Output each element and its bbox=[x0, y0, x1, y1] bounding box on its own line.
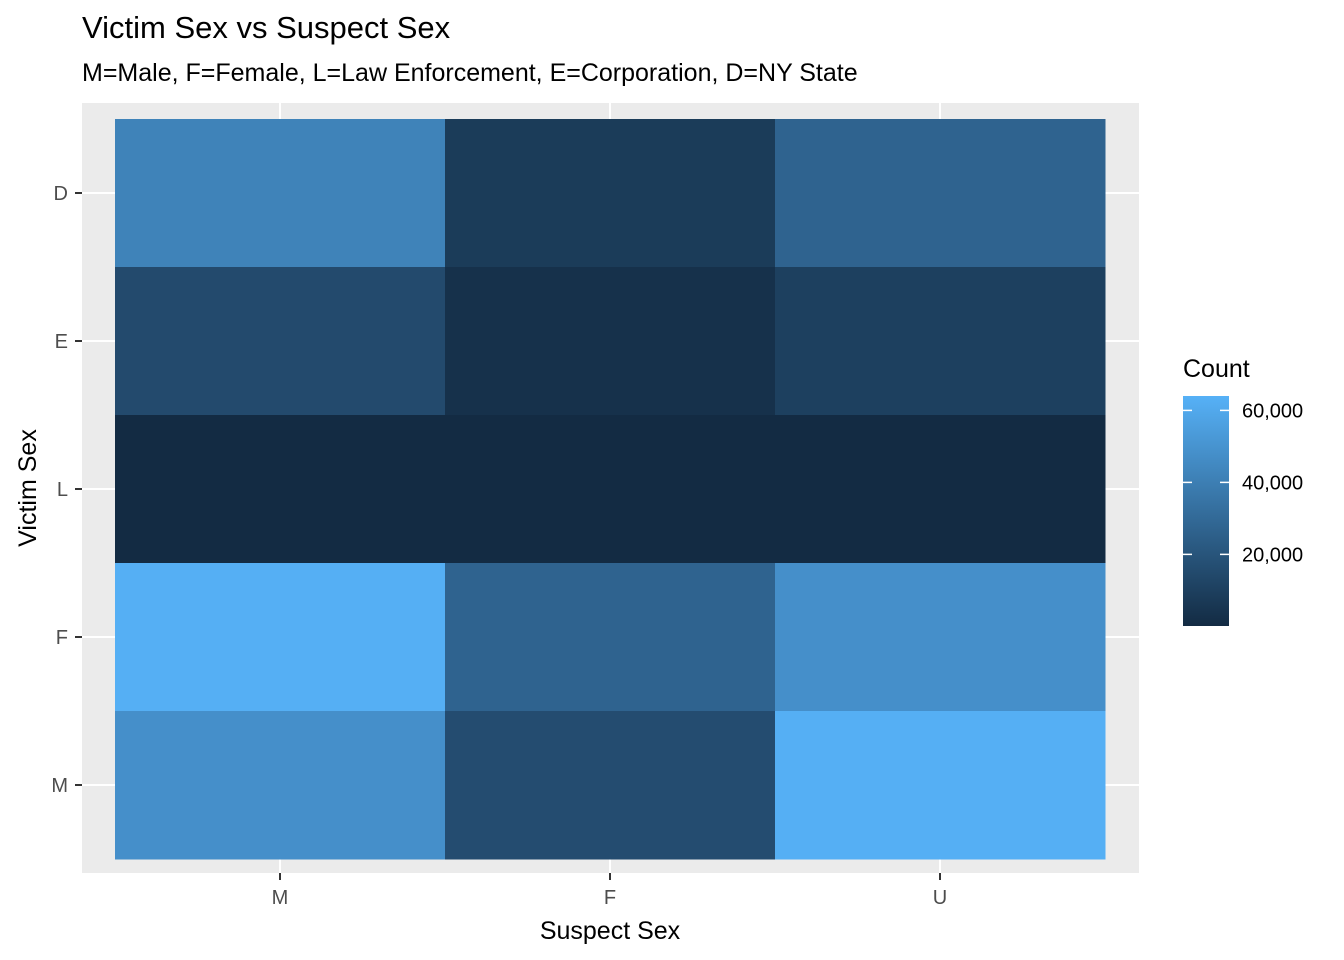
tile-l-f bbox=[445, 415, 776, 564]
tile-m-m bbox=[115, 711, 446, 860]
legend-title: Count bbox=[1183, 355, 1250, 383]
tile-e-f bbox=[445, 267, 776, 416]
tile-f-f bbox=[445, 563, 776, 712]
tile-f-m bbox=[115, 563, 446, 712]
y-tick-label-d: D bbox=[54, 183, 68, 205]
x-tick-label-f: F bbox=[604, 887, 616, 909]
x-tick-label-u: U bbox=[933, 887, 947, 909]
y-axis: M F L E D bbox=[51, 183, 82, 797]
x-axis-title: Suspect Sex bbox=[540, 917, 681, 945]
tile-l-m bbox=[115, 415, 446, 564]
tile-m-u bbox=[775, 711, 1106, 860]
x-tick-label-m: M bbox=[272, 887, 289, 909]
tile-e-u bbox=[775, 267, 1106, 416]
y-tick-label-m: M bbox=[51, 775, 68, 797]
tile-d-f bbox=[445, 119, 776, 268]
y-tick-label-f: F bbox=[56, 627, 68, 649]
tile-l-u bbox=[775, 415, 1106, 564]
legend-tick-label-1: 40,000 bbox=[1242, 472, 1303, 494]
legend-colorbar bbox=[1183, 396, 1229, 626]
chart-title: Victim Sex vs Suspect Sex bbox=[82, 10, 451, 45]
tile-f-u bbox=[775, 563, 1106, 712]
color-legend: Count 20,000 40,000 60,000 bbox=[1183, 355, 1303, 626]
tile-d-m bbox=[115, 119, 446, 268]
y-axis-title: Victim Sex bbox=[14, 429, 42, 547]
legend-tick-label-2: 60,000 bbox=[1242, 400, 1303, 422]
legend-ticks: 20,000 40,000 60,000 bbox=[1183, 400, 1303, 566]
legend-tick-label-0: 20,000 bbox=[1242, 544, 1303, 566]
chart-subtitle: M=Male, F=Female, L=Law Enforcement, E=C… bbox=[82, 59, 858, 87]
tile-d-u bbox=[775, 119, 1106, 268]
y-tick-label-e: E bbox=[55, 331, 68, 353]
y-tick-label-l: L bbox=[57, 479, 68, 501]
heatmap-tiles bbox=[115, 119, 1106, 860]
tile-e-m bbox=[115, 267, 446, 416]
tile-m-f bbox=[445, 711, 776, 860]
